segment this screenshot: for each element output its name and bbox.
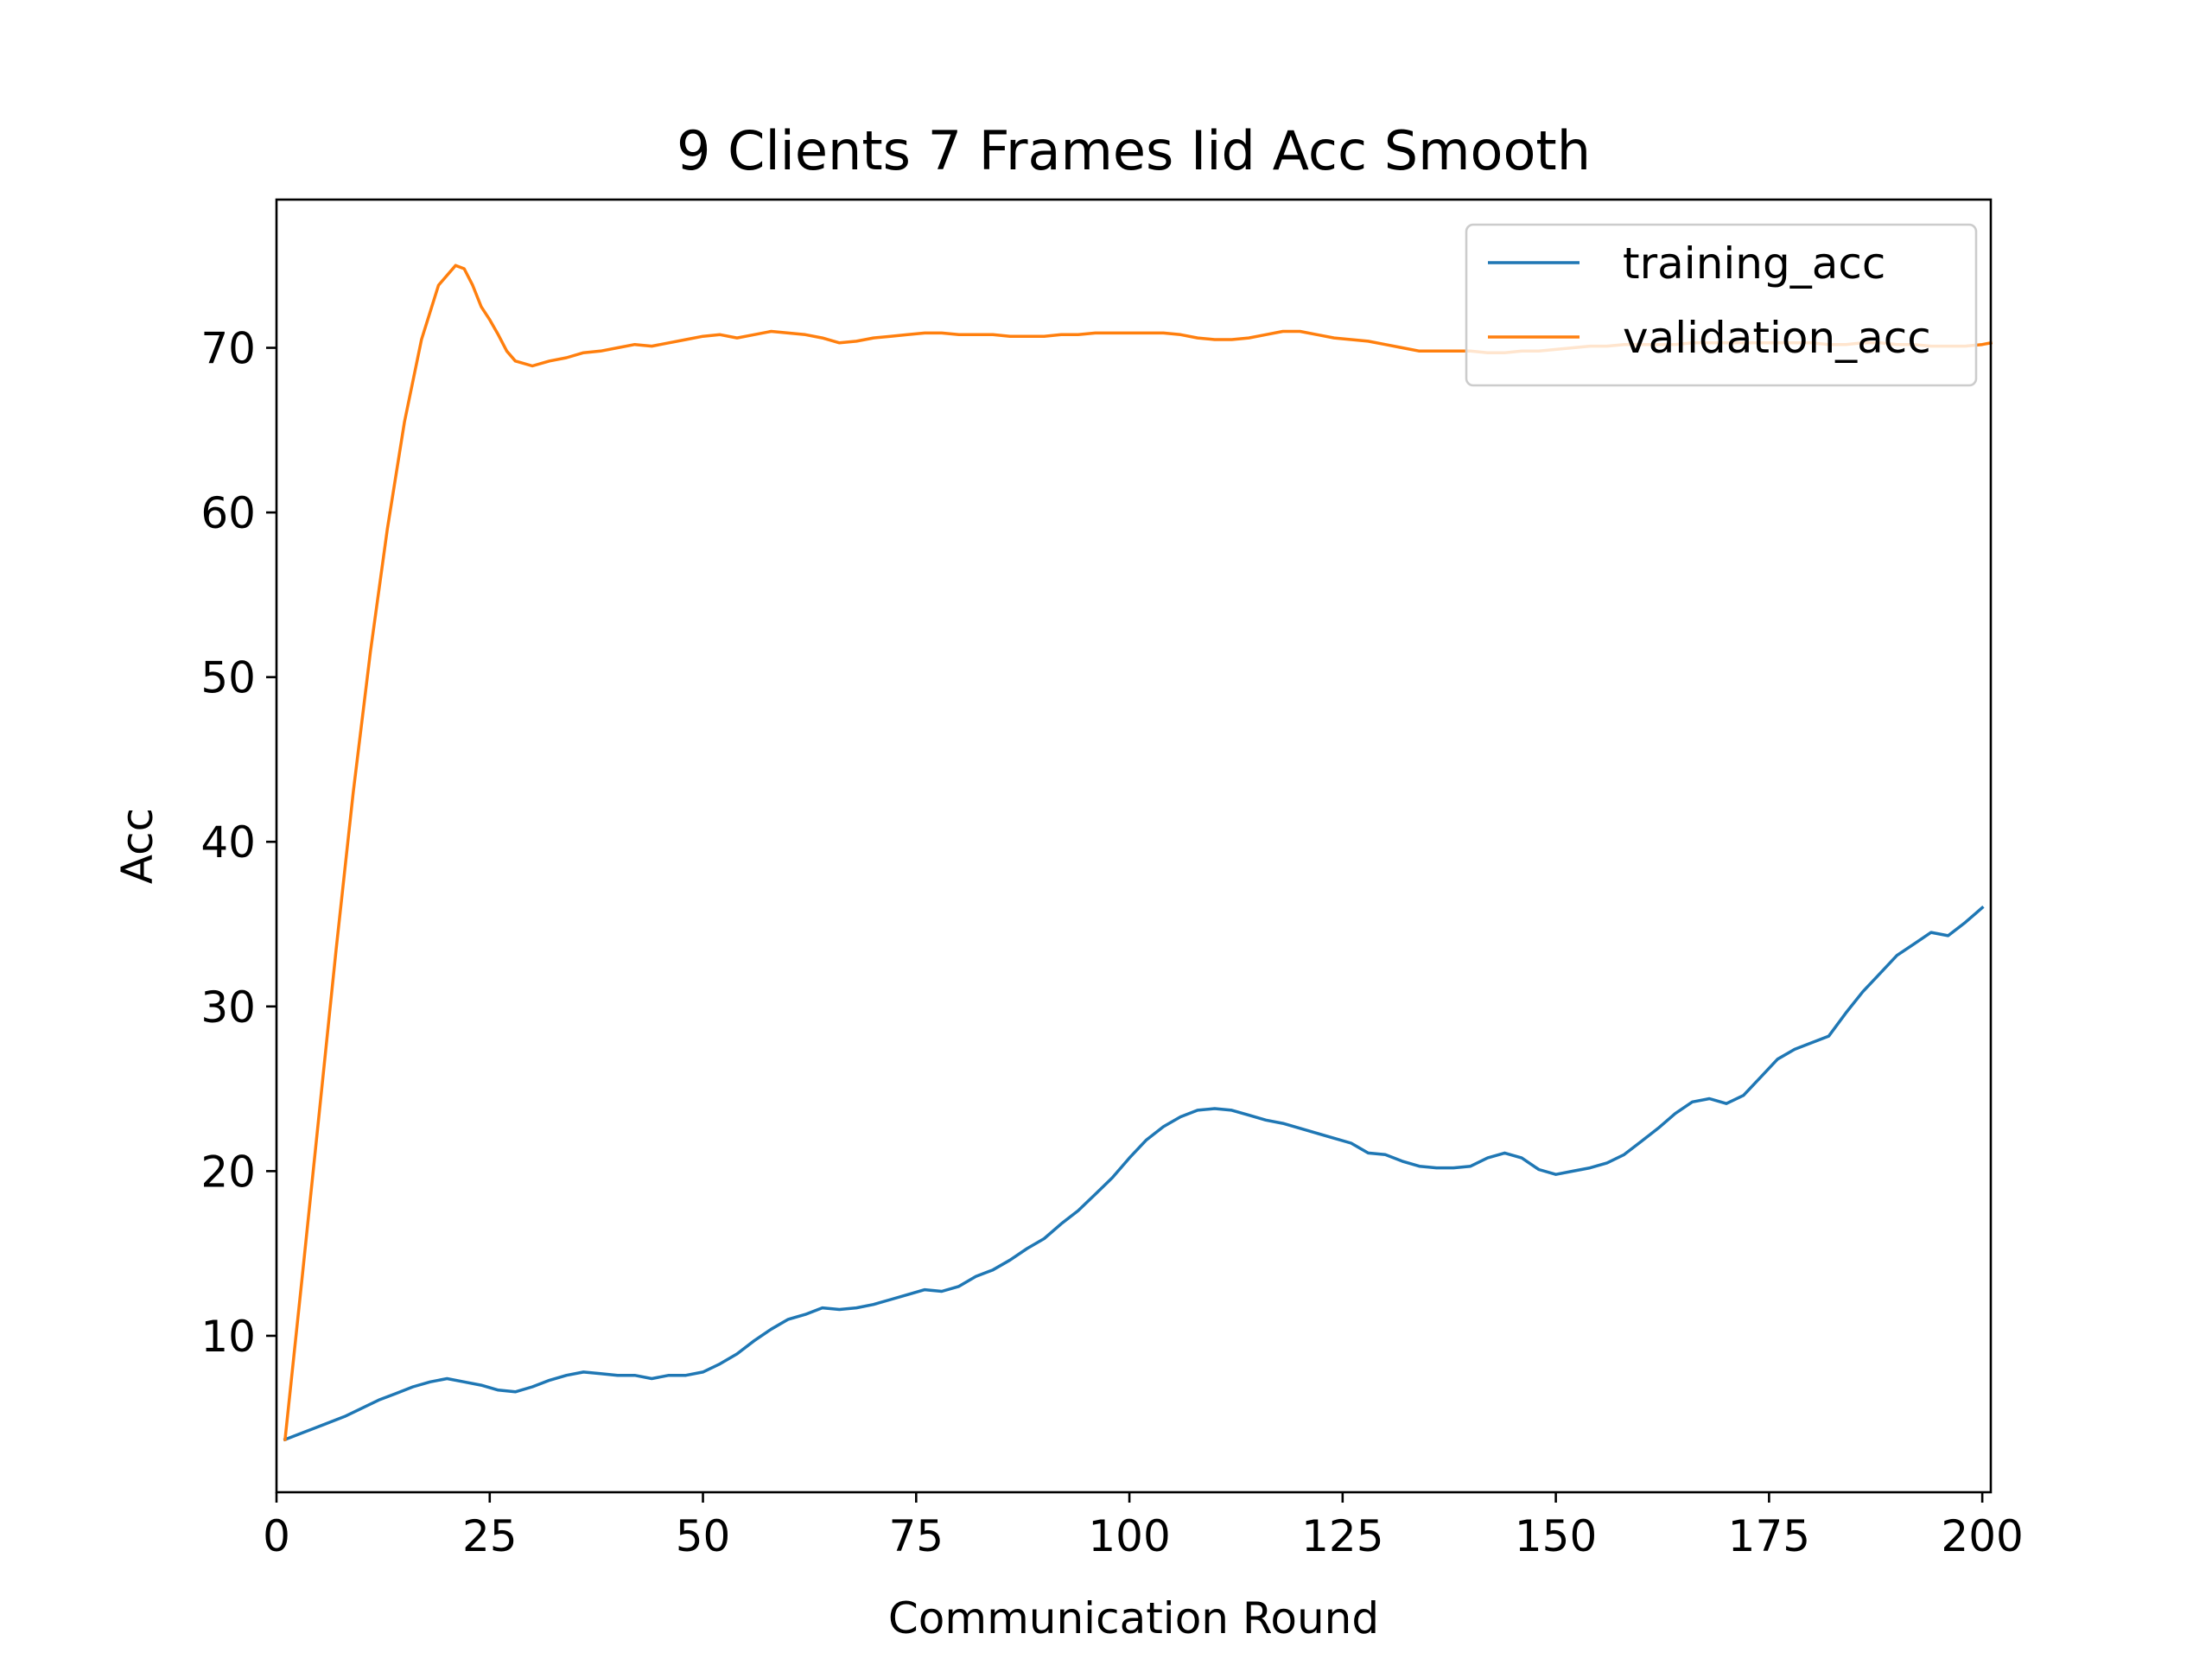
x-tick-label: 25 bbox=[462, 1511, 518, 1561]
y-ticks: 10 20 30 40 50 60 70 bbox=[200, 324, 276, 1362]
x-tick-label: 175 bbox=[1728, 1511, 1810, 1561]
y-tick-label: 70 bbox=[200, 324, 256, 374]
x-tick-label: 100 bbox=[1088, 1511, 1170, 1561]
x-tick-label: 75 bbox=[888, 1511, 944, 1561]
y-tick-label: 60 bbox=[200, 488, 256, 538]
x-tick-label: 50 bbox=[676, 1511, 731, 1561]
x-tick-label: 200 bbox=[1941, 1511, 2023, 1561]
x-axis-label: Communication Round bbox=[888, 1593, 1379, 1643]
y-tick-label: 10 bbox=[200, 1312, 256, 1362]
y-tick-label: 20 bbox=[200, 1147, 256, 1197]
legend: training_acc validation_acc bbox=[1465, 223, 1978, 387]
series-line-training-acc bbox=[283, 906, 1985, 1442]
y-tick-label: 50 bbox=[200, 653, 256, 703]
x-ticks: 0 25 50 75 100 125 150 175 200 bbox=[263, 1492, 2024, 1561]
x-tick-label: 0 bbox=[263, 1511, 290, 1561]
x-tick-label: 125 bbox=[1301, 1511, 1383, 1561]
legend-box bbox=[1465, 223, 1978, 387]
y-axis-label: Acc bbox=[112, 808, 162, 884]
y-tick-label: 30 bbox=[200, 982, 256, 1033]
y-tick-label: 40 bbox=[200, 817, 256, 868]
legend-label-validation-acc: validation_acc bbox=[1623, 313, 1931, 363]
legend-label-training-acc: training_acc bbox=[1623, 238, 1885, 289]
chart-title: 9 Clients 7 Frames Iid Acc Smooth bbox=[677, 119, 1591, 182]
axes-frame bbox=[275, 198, 1993, 1494]
x-tick-label: 150 bbox=[1515, 1511, 1597, 1561]
